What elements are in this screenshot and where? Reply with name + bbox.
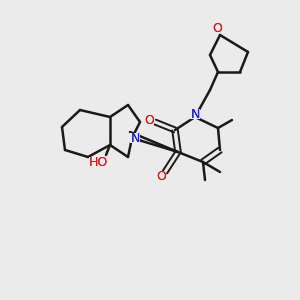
FancyBboxPatch shape: [190, 109, 200, 119]
FancyBboxPatch shape: [156, 172, 166, 182]
FancyBboxPatch shape: [130, 133, 140, 143]
Text: O: O: [144, 113, 154, 127]
Text: N: N: [130, 131, 140, 145]
Text: HO: HO: [88, 155, 108, 169]
Text: O: O: [212, 22, 222, 34]
Text: O: O: [212, 22, 222, 34]
Text: HO: HO: [88, 155, 108, 169]
Text: N: N: [130, 131, 140, 145]
Text: O: O: [144, 113, 154, 127]
Text: N: N: [190, 107, 200, 121]
FancyBboxPatch shape: [89, 157, 107, 167]
FancyBboxPatch shape: [144, 115, 154, 125]
FancyBboxPatch shape: [212, 23, 222, 33]
Text: O: O: [156, 170, 166, 184]
Text: O: O: [156, 170, 166, 184]
Text: N: N: [190, 107, 200, 121]
